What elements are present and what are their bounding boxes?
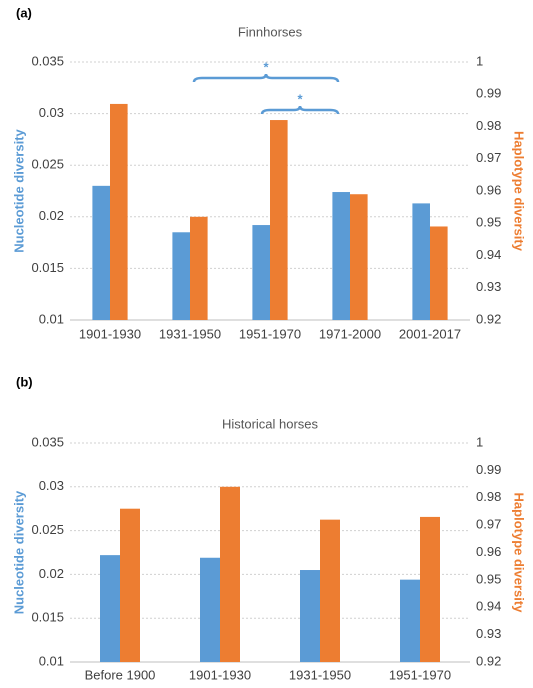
x-tick-label: 1931-1950 <box>159 326 221 341</box>
y2-tick-label: 0.98 <box>476 489 501 504</box>
annotation: * <box>297 91 303 106</box>
bar <box>110 103 128 320</box>
x-tick-label: 2001-2017 <box>399 326 461 341</box>
x-tick-label: 1901-1930 <box>189 667 251 682</box>
x-tick-label: Before 1900 <box>85 667 156 682</box>
panel-label: (b) <box>16 374 33 389</box>
y-tick-label: 0.02 <box>39 566 64 581</box>
x-tick-label: 1931-1950 <box>289 667 351 682</box>
y-tick-label: 0.025 <box>31 522 64 537</box>
y2-tick-label: 0.96 <box>476 544 501 559</box>
bar <box>92 185 110 320</box>
y2-tick-label: 0.97 <box>476 517 501 532</box>
y2-axis-label: Haplotype diversity <box>512 493 527 614</box>
y2-tick-label: 0.94 <box>476 247 501 262</box>
y2-tick-label: 0.95 <box>476 215 501 230</box>
chart-title: Historical horses <box>222 416 319 431</box>
x-tick-label: 1971-2000 <box>319 326 381 341</box>
bar <box>430 226 448 320</box>
x-tick-label: 1951-1970 <box>239 326 301 341</box>
bar <box>320 519 340 662</box>
bar <box>332 192 350 320</box>
y2-tick-label: 0.99 <box>476 86 501 101</box>
chart-title: Finnhorses <box>238 24 303 39</box>
y-axis-label: Nucleotide diversity <box>11 128 26 252</box>
bar <box>350 194 368 320</box>
x-tick-label: 1951-1970 <box>389 667 451 682</box>
y2-tick-label: 0.92 <box>476 311 501 326</box>
y-tick-label: 0.01 <box>39 653 64 668</box>
x-tick-label: 1901-1930 <box>79 326 141 341</box>
bar <box>300 570 320 662</box>
annotation: * <box>263 59 269 74</box>
y2-tick-label: 0.98 <box>476 118 501 133</box>
y-tick-label: 0.01 <box>39 311 64 326</box>
bar <box>412 203 430 320</box>
bar <box>200 557 220 662</box>
y2-tick-label: 0.93 <box>476 626 501 641</box>
brace <box>192 73 340 83</box>
y2-tick-label: 0.92 <box>476 653 501 668</box>
y-tick-label: 0.035 <box>31 434 64 449</box>
y2-tick-label: 0.94 <box>476 599 501 614</box>
y2-tick-label: 0.95 <box>476 571 501 586</box>
y2-tick-label: 0.96 <box>476 182 501 197</box>
y-tick-label: 0.015 <box>31 260 64 275</box>
y2-axis-label: Haplotype diversity <box>512 131 527 252</box>
y-tick-label: 0.02 <box>39 208 64 223</box>
y2-tick-label: 0.97 <box>476 150 501 165</box>
y2-tick-label: 0.93 <box>476 279 501 294</box>
y2-tick-label: 0.99 <box>476 462 501 477</box>
bar <box>190 216 208 320</box>
bar <box>252 225 270 320</box>
bar <box>270 120 288 320</box>
y2-tick-label: 1 <box>476 434 483 449</box>
y-tick-label: 0.03 <box>39 105 64 120</box>
bar <box>120 508 140 662</box>
panel-label: (a) <box>16 5 32 20</box>
y-tick-label: 0.035 <box>31 53 64 68</box>
bar <box>400 579 420 662</box>
y-tick-label: 0.03 <box>39 478 64 493</box>
bar <box>100 555 120 662</box>
y2-tick-label: 1 <box>476 53 483 68</box>
y-tick-label: 0.025 <box>31 157 64 172</box>
bar <box>220 486 240 662</box>
y-tick-label: 0.015 <box>31 610 64 625</box>
bar <box>420 516 440 662</box>
y-axis-label: Nucleotide diversity <box>11 490 26 614</box>
brace <box>260 105 340 115</box>
bar <box>172 232 190 320</box>
